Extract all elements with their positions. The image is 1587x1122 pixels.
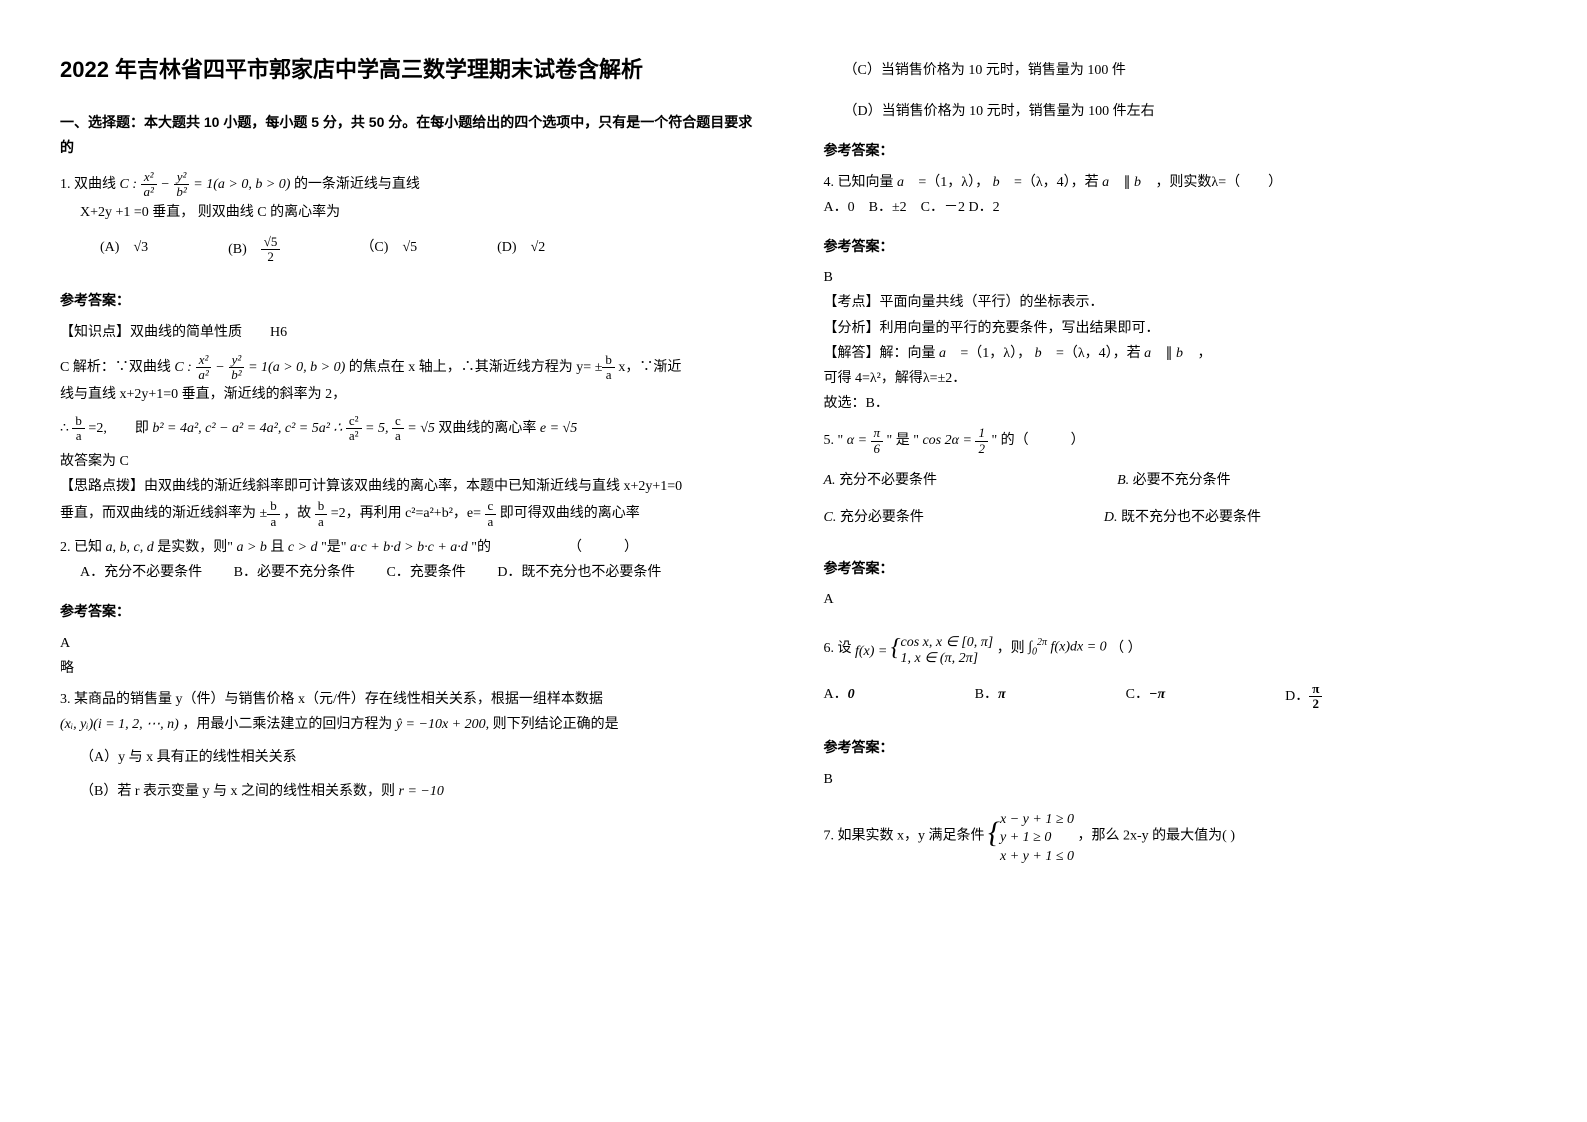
question-1: 1. 双曲线 C : x²a² − y²b² = 1(a > 0, b > 0)… [60,170,764,274]
q1-solve-line5: 垂直，而双曲线的渐近线斜率为 ±ba ，故 ba =2，再利用 c²=a²+b²… [60,499,764,529]
question-6: 6. 设 f(x) = {cos x, x ∈ [0, π]1, x ∈ (π,… [824,627,1528,722]
q6-answer-label: 参考答案： [824,735,1528,760]
q2-answer: A [60,631,764,656]
q5-choices-row1: A. 充分不必要条件 B. 必要不充分条件 [824,468,1528,493]
q1-solve-line3: ∴ ba =2, 即 b² = 4a², c² − a² = 4a², c² =… [60,414,764,444]
q1-choice-c: （C) √5 [360,235,417,265]
q4-answer-label: 参考答案： [824,234,1528,259]
q2-answer-label: 参考答案： [60,599,764,624]
q1-choices: (A) √3 (B) √52 （C) √5 (D) √2 [100,235,764,265]
q5-answer: A [824,587,1528,612]
q1-solve-line1: C 解析：∵双曲线 C : x²a² − y²b² = 1(a > 0, b >… [60,353,764,383]
exam-title: 2022 年吉林省四平市郭家店中学高三数学理期末试卷含解析 [60,50,764,90]
q1-choice-b: (B) √52 [228,235,280,265]
q1-line2: X+2y +1 =0 垂直， 则双曲线 C 的离心率为 [80,200,764,225]
q6-answer: B [824,767,1528,792]
q4-choices: A．0 B．±2 C．－2 D．2 [824,195,1528,220]
left-column: 2022 年吉林省四平市郭家店中学高三数学理期末试卷含解析 一、选择题：本大题共… [60,50,764,1072]
question-5: 5. " α = π6 " 是 " cos 2α = 12 " 的（ ） A. … [824,426,1528,542]
q1-knowledge: 【知识点】双曲线的简单性质 H6 [60,320,764,345]
right-column: （C）当销售价格为 10 元时，销售量为 100 件 （D）当销售价格为 10 … [824,50,1528,1072]
q1-tip: 【思路点拨】由双曲线的渐近线斜率即可计算该双曲线的离心率，本题中已知渐近线与直线… [60,474,764,499]
q3-opt-a: （A）y 与 x 具有正的线性相关关系 [80,745,764,770]
section-1-header: 一、选择题：本大题共 10 小题，每小题 5 分，共 50 分。在每小题给出的四… [60,110,764,160]
q2-note: 略 [60,656,764,681]
q1-choice-a: (A) √3 [100,235,148,265]
q4-answer-block: B 【考点】平面向量共线（平行）的坐标表示． 【分析】利用向量的平行的充要条件，… [824,265,1528,416]
q3-opt-d: （D）当销售价格为 10 元时，销售量为 100 件左右 [844,99,1528,124]
q1-suffix: 的一条渐近线与直线 [294,177,420,192]
q1-choice-d: (D) √2 [497,235,545,265]
q3-answer-label: 参考答案： [824,138,1528,163]
q1-formula: C : x²a² − y²b² = 1(a > 0, b > 0) [120,170,291,200]
question-3: 3. 某商品的销售量 y（件）与销售价格 x（元/件）存在线性相关关系，根据一组… [60,687,764,812]
q3-opt-c: （C）当销售价格为 10 元时，销售量为 100 件 [844,58,1528,83]
q1-answer-label: 参考答案： [60,288,764,313]
question-4: 4. 已知向量 a⃗ =（1，λ）， b⃗ =（λ，4），若 a⃗ ∥ b⃗ ，… [824,170,1528,220]
q1-prefix: 1. 双曲线 [60,177,116,192]
q5-choices-row2: C. 充分必要条件 D. 既不充分也不必要条件 [824,505,1528,530]
q1-solve-line4: 故答案为 C [60,449,764,474]
question-7: 7. 如果实数 x，y 满足条件 {x − y + 1 ≥ 0y + 1 ≥ 0… [824,806,1528,866]
q1-solve-line2: 线与直线 x+2y+1=0 垂直，渐近线的斜率为 2， [60,382,764,407]
q1-answer-block: 【知识点】双曲线的简单性质 H6 C 解析：∵双曲线 C : x²a² − y²… [60,320,764,530]
q2-choices: A．充分不必要条件 B．必要不充分条件 C．充要条件 D．既不充分也不必要条件 [80,560,764,585]
q5-answer-label: 参考答案： [824,556,1528,581]
q3-opt-b: （B）若 r 表示变量 y 与 x 之间的线性相关系数，则 r = −10 [80,779,764,804]
question-2: 2. 已知 a, b, c, d 是实数，则" a > b 且 c > d "是… [60,535,764,585]
q6-choices: A．0 B．π C．−π D．π2 [824,682,1528,712]
